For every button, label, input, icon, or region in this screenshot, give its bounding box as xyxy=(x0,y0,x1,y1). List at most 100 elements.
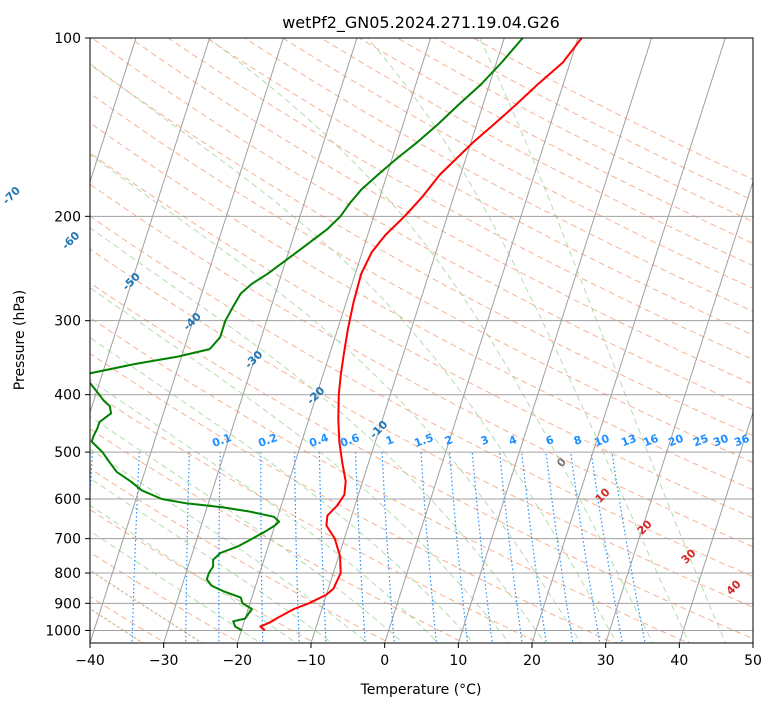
isotherm-line xyxy=(384,38,579,643)
mixing-ratio-line xyxy=(590,452,624,643)
moist-adiabat-line xyxy=(208,38,654,643)
y-tick-label: 300 xyxy=(54,314,81,330)
mixing-ratio-line xyxy=(354,452,366,643)
isotherm-line xyxy=(0,25,67,646)
x-tick-label: 0 xyxy=(380,653,389,669)
mixing-ratio-label: 0.1 xyxy=(210,431,233,450)
moist-adiabat-line xyxy=(90,530,262,643)
y-tick-label: 400 xyxy=(54,388,81,404)
mixing-ratio-label: 13 xyxy=(619,432,638,449)
x-axis-label: Temperature (°C) xyxy=(360,682,482,698)
x-tick-label: −40 xyxy=(75,653,105,669)
inner-labels: -100-90-80-70-60-50-40-30-20-10010203040… xyxy=(0,184,752,598)
y-tick-label: 1000 xyxy=(45,623,81,639)
dry-adiabat-line xyxy=(90,390,540,643)
mixing-ratio-label: 25 xyxy=(691,432,710,449)
x-tick-label: 30 xyxy=(597,653,615,669)
plot-frame xyxy=(89,37,754,644)
x-tick-label: −10 xyxy=(296,653,326,669)
moist-adiabat-line xyxy=(90,477,333,643)
dry-adiabat-line xyxy=(90,152,753,519)
mixing-ratio-label: 10 xyxy=(592,432,611,450)
y-tick-label: 500 xyxy=(54,445,81,461)
mixing-ratio-label: 4 xyxy=(507,433,519,448)
isotherm-line xyxy=(531,38,726,643)
dry-adiabat-line xyxy=(282,38,753,289)
mixing-ratio-label: 0.4 xyxy=(307,431,330,450)
dry-adiabat-line xyxy=(320,38,753,267)
y-tick-label: 700 xyxy=(54,532,81,548)
moist-adiabat-line xyxy=(90,62,618,643)
moist-adiabat-line xyxy=(90,287,511,643)
dry-adiabat-line xyxy=(90,183,753,548)
mixing-ratio-line xyxy=(545,452,574,643)
dry-adiabat-line xyxy=(90,428,466,643)
mixing-ratio-label: 1.5 xyxy=(412,431,435,450)
isotherm-line xyxy=(163,38,358,643)
mixing-ratio-label: 30 xyxy=(711,432,730,450)
isotherm-line xyxy=(90,38,137,184)
y-tick-label: 100 xyxy=(54,31,81,47)
dry-adiabat-line xyxy=(90,63,753,437)
isotherm-line xyxy=(310,38,505,643)
dry-adiabat-line xyxy=(90,282,753,640)
moist-adiabat-line xyxy=(90,336,475,643)
x-axis: −40 −30 −20 −10 0 10 20 30 40 50 xyxy=(75,643,762,669)
moist-adiabat-line xyxy=(90,415,404,643)
moist-adiabat-line xyxy=(90,154,582,643)
dry-adiabat-line xyxy=(90,352,615,643)
isotherm-label: 10 xyxy=(593,485,613,505)
isotherm-label: 30 xyxy=(679,546,699,566)
dry-adiabat-line xyxy=(473,38,753,181)
mixing-ratio-line xyxy=(611,452,646,643)
mixing-ratio-line xyxy=(90,452,94,502)
y-tick-label: 900 xyxy=(54,596,81,612)
x-tick-label: −30 xyxy=(149,653,179,669)
mixing-ratio-line xyxy=(471,452,493,643)
x-tick-label: 50 xyxy=(744,653,762,669)
mixing-ratio-label: 3 xyxy=(479,433,491,448)
isotherm-label: -70 xyxy=(0,184,23,207)
mixing-ratio-line xyxy=(420,452,438,643)
dry-adiabat-line xyxy=(90,468,391,643)
mixing-ratio-label: 16 xyxy=(641,432,660,450)
dewpoint-profile xyxy=(90,38,524,632)
lcl-curve xyxy=(90,607,145,643)
isotherm-label: -20 xyxy=(304,384,327,407)
isotherm-line xyxy=(457,38,653,643)
dry-adiabat-line xyxy=(90,92,753,463)
x-tick-label: 20 xyxy=(523,653,541,669)
mixing-ratio-label: 20 xyxy=(666,432,685,450)
mixing-ratio-line xyxy=(381,452,395,643)
mixing-ratio-line xyxy=(185,452,190,643)
moist-adiabat-line xyxy=(90,379,440,643)
isotherm-label: 20 xyxy=(635,517,655,537)
mixing-ratio-line xyxy=(570,452,601,643)
x-tick-label: 40 xyxy=(670,653,688,669)
chart-title: wetPf2_GN05.2024.271.19.04.G26 xyxy=(282,13,560,33)
mixing-ratio-label: 6 xyxy=(544,433,556,448)
mixing-ratio-label: 8 xyxy=(572,433,584,448)
dry-adiabat-line xyxy=(168,38,753,361)
y-tick-label: 800 xyxy=(54,566,81,582)
mixing-ratio-label: 0.6 xyxy=(338,431,361,450)
moist-adiabat-line xyxy=(479,38,727,643)
mixing-ratio-line xyxy=(318,452,327,643)
mixing-ratio-line xyxy=(448,452,469,643)
isotherm-line xyxy=(678,410,753,643)
isotherm-line xyxy=(90,38,284,643)
mixing-ratio-line xyxy=(521,452,547,643)
dry-adiabat-line xyxy=(90,248,753,608)
mixing-ratio-label: 0.2 xyxy=(256,431,279,450)
mixing-ratio-line xyxy=(293,452,300,643)
mixing-ratio-line xyxy=(260,452,264,643)
mixing-ratio-label: 36 xyxy=(732,432,751,450)
lcl-curve xyxy=(90,569,204,643)
y-axis-label: Pressure (hPa) xyxy=(12,290,28,390)
dry-adiabat-line xyxy=(129,38,753,385)
dry-adiabat-line xyxy=(90,551,241,643)
x-tick-label: −20 xyxy=(223,653,253,669)
isotherm-label: -60 xyxy=(59,229,82,252)
dry-adiabat-line xyxy=(397,38,753,223)
y-axis: 1000 900 800 700 600 500 400 300 200 100 xyxy=(45,31,90,639)
